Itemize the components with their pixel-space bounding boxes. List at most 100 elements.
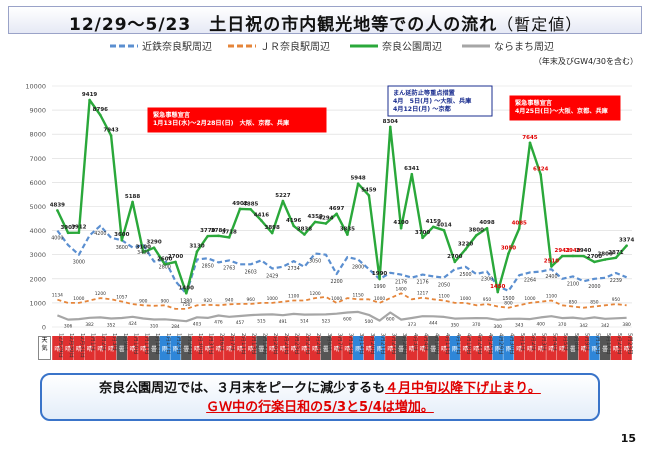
annotation-text: 4月25日(日)～大阪、京都、兵庫 (515, 107, 609, 115)
title-sub: （暫定値） (497, 15, 583, 34)
weather-cell (557, 336, 568, 360)
x-tick-label: 5月23日 (627, 333, 634, 355)
weather-cell (224, 336, 235, 360)
x-tick-label: 4月30日 (508, 333, 515, 355)
weather-cell (320, 336, 332, 360)
data-label: 3912 (71, 225, 86, 231)
data-label: 373 (408, 322, 417, 328)
weather-label: 曇 (258, 346, 264, 353)
data-label: 8796 (93, 107, 108, 113)
y-tick-label: 10000 (25, 83, 46, 91)
weather-cell (138, 336, 149, 360)
series-line-nara-park (56, 98, 628, 295)
data-label: 2700 (168, 254, 183, 260)
weather-row-label: 天気 (38, 336, 51, 360)
data-point (227, 236, 231, 239)
data-point (346, 233, 349, 236)
data-label: 2700 (447, 254, 462, 260)
x-tick-label: 2月27日 (304, 333, 311, 355)
data-label: 352 (107, 323, 116, 329)
data-label: 380 (622, 322, 631, 328)
data-label: 2176 (395, 280, 407, 286)
weather-label: 晴 (624, 345, 630, 353)
weather-label: 雨 (173, 346, 179, 353)
x-tick-label: 5月9日 (584, 333, 591, 351)
data-label: 3898 (265, 225, 280, 231)
data-label: 523 (322, 318, 331, 324)
data-label: 2943 (555, 248, 570, 254)
data-label: 850 (569, 300, 578, 306)
data-label: 1000 (374, 296, 385, 302)
data-label: 2940 (576, 248, 591, 254)
legend-swatch-kintetsu (110, 44, 138, 47)
weather-cell (535, 336, 546, 360)
legend-swatch-naramachi (462, 44, 490, 47)
x-tick-label: 12月30日 (68, 333, 75, 358)
data-label: 4839 (50, 202, 65, 208)
data-label: 4000 (51, 236, 63, 242)
page-number: 15 (620, 432, 636, 445)
data-label: 4196 (286, 218, 301, 224)
weather-label: 晴 (516, 345, 522, 353)
data-label: 3800 (469, 227, 484, 233)
data-point (560, 254, 564, 258)
data-point (442, 228, 446, 232)
data-point (453, 260, 457, 264)
weather-cell (277, 336, 289, 360)
data-point (270, 231, 274, 235)
summary-box: 奈良公園周辺では、３月末をピークに減少するも４月中旬以降下げ止まり。 ＧＷ中の行… (40, 373, 600, 421)
x-tick-label: 1月2日 (100, 333, 107, 351)
data-label: 800 (504, 301, 513, 307)
data-point (281, 199, 285, 203)
weather-cell (245, 336, 256, 360)
y-tick-label: 8000 (29, 131, 46, 139)
weather-label: 曇 (602, 346, 608, 353)
data-label: 1100 (288, 293, 299, 299)
data-label: 300 (494, 324, 503, 330)
weather-cell (352, 336, 364, 360)
data-label: 4697 (329, 206, 344, 212)
weather-label: 晴 (65, 345, 71, 353)
weather-cell (52, 336, 63, 360)
weather-label: 晴 (194, 345, 200, 353)
data-point (184, 291, 188, 295)
weather-cell (449, 336, 460, 360)
y-tick-label: 7000 (29, 155, 46, 163)
data-label: 1000 (331, 296, 342, 302)
x-tick-label: 2月21日 (283, 333, 290, 355)
data-label: 3770 (200, 228, 215, 234)
weather-label: 晴 (87, 345, 93, 353)
x-tick-label: 12月29日 (57, 333, 64, 358)
data-point (120, 238, 124, 242)
data-label: 900 (161, 298, 170, 304)
y-tick-label: 5000 (29, 203, 46, 211)
legend-item-kintetsu: 近鉄奈良駅周辺 (110, 38, 212, 53)
data-label: 2700 (587, 254, 602, 260)
data-point (335, 212, 338, 216)
weather-cell (363, 336, 375, 360)
annotation-text: 4月12日(月) ～京都 (393, 105, 452, 113)
weather-cell (514, 336, 525, 360)
x-tick-label: 3月21日 (380, 333, 387, 355)
data-point (507, 252, 510, 255)
annotation-text: 1月13日(水)～2月28日(日) 大阪、京都、兵庫 (153, 119, 290, 127)
weather-cell (148, 336, 160, 360)
data-point (356, 182, 360, 185)
summary-line-1: 奈良公園周辺では、３月末をピークに減少するも４月中旬以降下げ止まり。 (42, 379, 598, 398)
legend-label-jr: ＪＲ奈良駅周辺 (260, 42, 330, 53)
weather-label: 晴 (420, 345, 426, 353)
x-tick-label: 1月16日 (154, 333, 161, 355)
weather-cell (492, 336, 503, 360)
data-label: 476 (214, 320, 223, 326)
x-tick-label: 5月2日 (530, 333, 537, 351)
data-label: 1057 (116, 295, 127, 301)
x-tick-label: 4月3日 (412, 333, 419, 351)
data-point (217, 234, 220, 238)
data-label: 2603 (245, 269, 257, 275)
x-tick-label: 1月11日 (143, 333, 150, 355)
data-label: 3050 (309, 258, 321, 264)
data-label: 4294 (318, 216, 333, 222)
annotation-text: 緊急事態宣言 (152, 111, 191, 119)
data-label: 457 (236, 320, 245, 326)
data-label: 342 (579, 323, 588, 329)
